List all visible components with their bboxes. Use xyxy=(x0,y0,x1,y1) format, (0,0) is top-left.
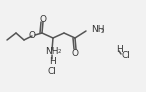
Text: H: H xyxy=(49,58,55,67)
Text: O: O xyxy=(40,15,46,23)
Text: Cl: Cl xyxy=(122,51,131,60)
Text: O: O xyxy=(72,48,79,58)
Text: O: O xyxy=(28,31,35,40)
Text: NH: NH xyxy=(91,25,105,34)
Text: $_2$: $_2$ xyxy=(57,46,61,55)
Text: NH: NH xyxy=(45,46,59,55)
Text: $_2$: $_2$ xyxy=(100,26,105,36)
Text: Cl: Cl xyxy=(48,68,57,77)
Text: H: H xyxy=(116,46,123,54)
